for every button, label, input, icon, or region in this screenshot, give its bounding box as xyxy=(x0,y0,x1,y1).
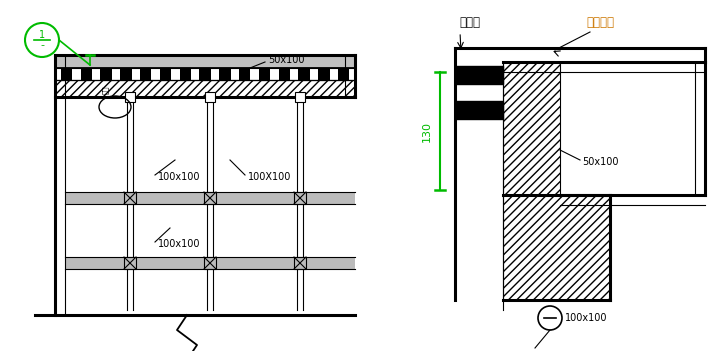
Text: 模板: 模板 xyxy=(102,86,108,94)
Bar xyxy=(124,192,136,204)
Bar xyxy=(180,68,191,80)
Bar xyxy=(124,257,136,269)
Text: 50x100: 50x100 xyxy=(268,55,304,65)
Bar xyxy=(279,68,290,80)
Bar xyxy=(239,68,250,80)
Bar xyxy=(503,62,560,195)
Text: 密封条: 密封条 xyxy=(459,15,481,28)
Bar xyxy=(294,257,306,269)
Bar xyxy=(259,68,270,80)
Bar xyxy=(455,101,503,119)
Text: 木胶合板: 木胶合板 xyxy=(586,15,614,28)
Text: 130: 130 xyxy=(422,120,432,141)
Bar xyxy=(455,66,503,84)
Bar xyxy=(204,257,216,269)
Bar xyxy=(160,68,171,80)
Bar xyxy=(81,68,92,80)
Bar xyxy=(200,68,211,80)
Text: 100x100: 100x100 xyxy=(565,313,607,323)
Text: -: - xyxy=(40,40,44,50)
Bar xyxy=(298,68,309,80)
Bar xyxy=(55,80,355,97)
Bar xyxy=(125,92,135,102)
Bar xyxy=(294,192,306,204)
Bar xyxy=(338,68,349,80)
Bar xyxy=(140,68,151,80)
Bar xyxy=(318,68,329,80)
Bar xyxy=(219,68,230,80)
Bar xyxy=(205,92,215,102)
Text: 100x100: 100x100 xyxy=(158,239,200,249)
Bar xyxy=(204,192,216,204)
Text: 100x100: 100x100 xyxy=(158,172,200,182)
Bar xyxy=(101,68,112,80)
Bar xyxy=(120,68,131,80)
Text: 100X100: 100X100 xyxy=(248,172,292,182)
Bar xyxy=(503,195,610,300)
Bar xyxy=(61,68,72,80)
Text: 1: 1 xyxy=(39,30,45,40)
Bar xyxy=(295,92,305,102)
Text: 50x100: 50x100 xyxy=(582,157,618,167)
